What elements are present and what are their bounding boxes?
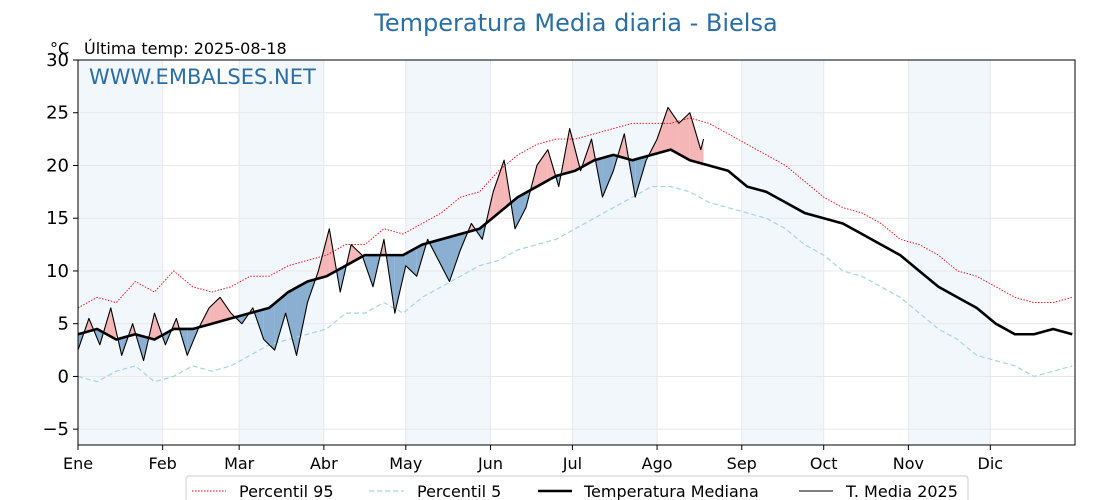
- x-tick-label: Oct: [810, 454, 838, 473]
- cold-anomaly-fill: [515, 192, 526, 229]
- warm-anomaly-fill: [536, 149, 548, 187]
- y-tick-label: 5: [58, 314, 69, 335]
- legend-label-mediana: Temperatura Mediana: [583, 482, 759, 500]
- series-line-percentil-95: [77, 117, 1073, 309]
- warm-anomaly-fill: [689, 112, 701, 164]
- y-tick-label: 25: [46, 103, 69, 124]
- legend-label-p95: Percentil 95: [239, 482, 334, 500]
- warm-anomaly-fill: [657, 107, 669, 154]
- y-tick-label: 20: [46, 155, 69, 176]
- x-tick-label: Nov: [893, 454, 924, 473]
- x-tick-label: May: [389, 454, 422, 473]
- cold-anomaly-fill: [405, 247, 417, 277]
- cold-anomaly-fill: [394, 253, 406, 314]
- x-tick-label: Sep: [727, 454, 757, 473]
- series-line-percentil-5: [77, 185, 1073, 383]
- month-band-mar: [239, 60, 324, 445]
- month-band-nov: [908, 60, 991, 445]
- y-tick-label: 15: [46, 208, 69, 229]
- x-tick-label: Mar: [224, 454, 255, 473]
- y-tick-label: 0: [58, 366, 69, 387]
- x-tick-label: Ene: [63, 454, 93, 473]
- series-lines: [77, 106, 1073, 383]
- chart-title: Temperatura Media diaria - Bielsa: [373, 9, 777, 37]
- cold-anomaly-fill: [263, 303, 275, 351]
- cold-anomaly-fill: [449, 234, 461, 282]
- x-tick-label: Feb: [149, 454, 177, 473]
- warm-anomaly-fill: [351, 244, 363, 263]
- warm-anomaly-fill: [668, 107, 679, 155]
- cold-anomaly-fill: [602, 154, 614, 198]
- legend-box: [185, 475, 969, 500]
- watermark: WWW.EMBALSES.NET: [89, 65, 316, 89]
- warm-anomaly-fill: [678, 112, 690, 161]
- warm-anomaly-fill: [700, 139, 704, 164]
- month-band-sep: [741, 60, 824, 445]
- y-tick-label: 30: [46, 50, 69, 71]
- x-tick-label: Jul: [562, 454, 582, 473]
- month-band-jul: [572, 60, 658, 445]
- series-line-temperatura-mediana: [77, 148, 1073, 341]
- warm-anomaly-fill: [209, 297, 221, 325]
- plot-frame: [77, 59, 1076, 446]
- last-temp-label: Última temp: 2025-08-18: [84, 39, 287, 58]
- y-axis-ticks: −5 0 5 10 15 20 25 30: [42, 50, 78, 440]
- y-axis-unit: °C: [50, 39, 69, 58]
- warm-anomaly-fill: [220, 297, 231, 322]
- series-line-t-media-2025: [77, 106, 705, 362]
- x-axis-ticks: Ene Feb Mar Abr May Jun Jul Ago Sep Oct Nov Dic: [63, 445, 1003, 473]
- cold-anomaly-fill: [274, 294, 286, 351]
- x-tick-label: Dic: [978, 454, 1004, 473]
- y-tick-label: −5: [42, 419, 69, 440]
- legend-label-p5: Percentil 5: [417, 482, 501, 500]
- x-tick-label: Ago: [642, 454, 673, 473]
- x-tick-label: Jun: [477, 454, 503, 473]
- month-band-ene: [78, 60, 163, 445]
- x-tick-label: Abr: [310, 454, 338, 473]
- month-shading-bands: [78, 60, 991, 445]
- legend: Percentil 95 Percentil 5 Temperatura Med…: [185, 475, 969, 500]
- legend-label-2025: T. Media 2025: [845, 482, 958, 500]
- y-tick-label: 10: [46, 261, 69, 282]
- warm-anomaly-fill: [493, 160, 505, 218]
- cold-anomaly-fill: [438, 237, 450, 282]
